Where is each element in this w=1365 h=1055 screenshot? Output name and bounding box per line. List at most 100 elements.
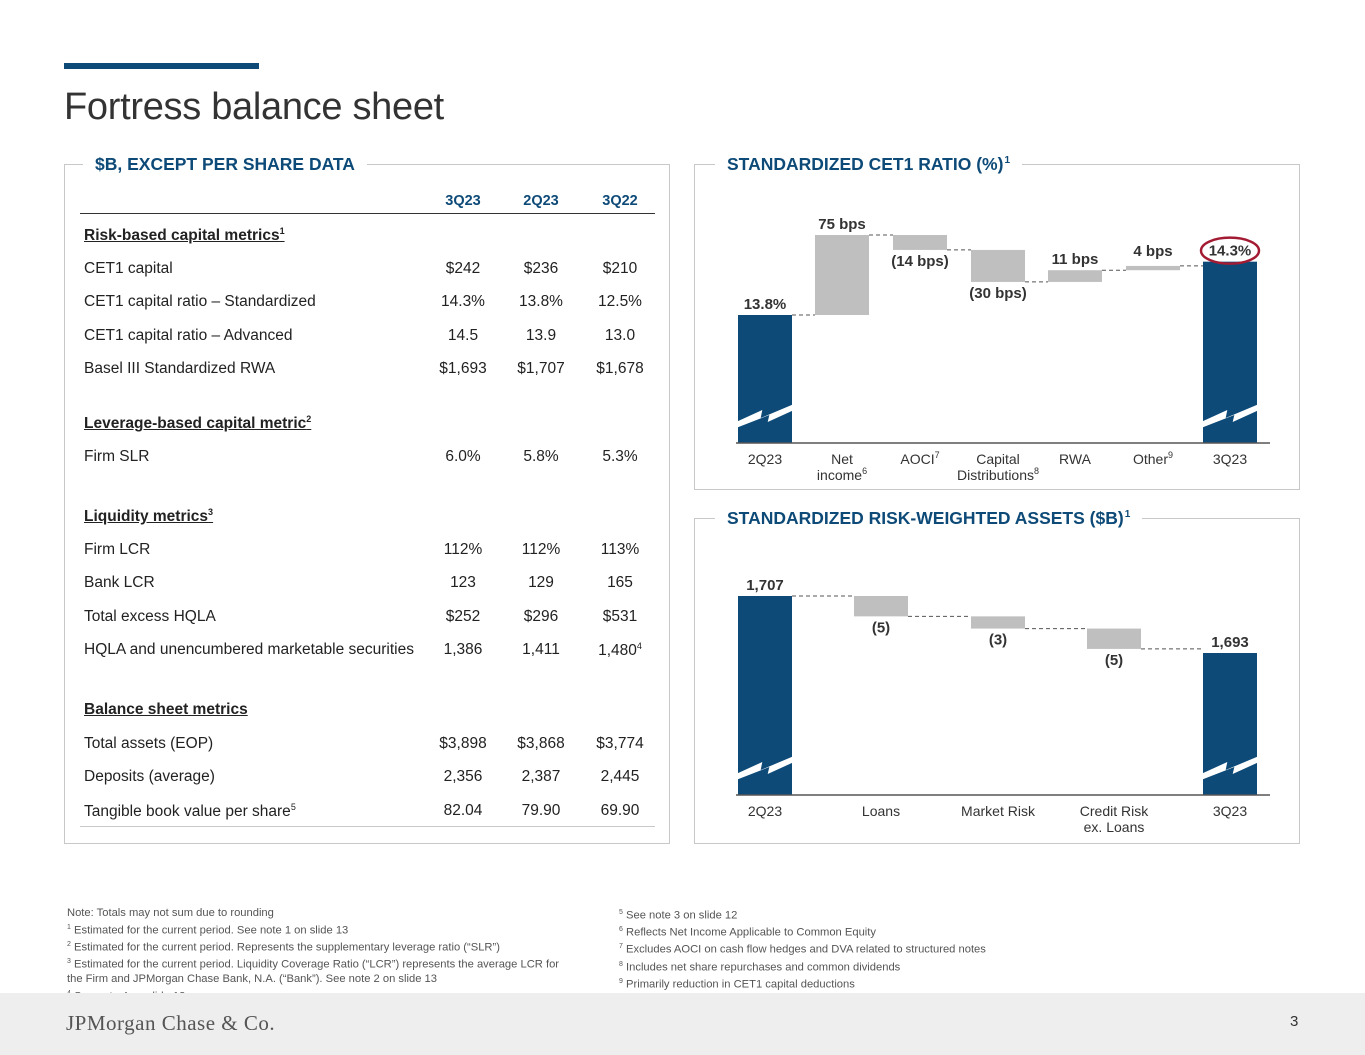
row-label: Firm SLR: [84, 448, 149, 466]
data-label: 1,707: [746, 577, 784, 594]
row-label: Leverage-based capital metric2: [84, 414, 311, 433]
table-row: Firm SLR 6.0% 5.8% 5.3%: [80, 448, 655, 472]
delta-bar: [893, 235, 947, 250]
row-label-sup: 3: [208, 507, 214, 517]
table-row: Deposits (average) 2,356 2,387 2,445: [80, 768, 655, 792]
cell-value-text: 69.90: [600, 802, 640, 819]
data-label: 14.3%: [1209, 243, 1252, 260]
data-label: 75 bps: [818, 216, 866, 233]
row-label: Liquidity metrics3: [84, 507, 213, 526]
table-section-row: Leverage-based capital metric2: [80, 414, 655, 438]
footnote: Note: Totals may not sum due to rounding: [67, 906, 559, 921]
cell-value-text: 5.8%: [523, 448, 559, 465]
footnote-text: Includes net share repurchases and commo…: [622, 961, 901, 974]
cell-value: $1,693: [423, 360, 503, 378]
category-label: Distributions8: [957, 466, 1039, 483]
row-label-text: Leverage-based capital metric: [84, 415, 307, 433]
table-header: 3Q23 2Q23 3Q22: [80, 192, 655, 214]
category-sup: 6: [862, 466, 867, 476]
footnote-number: 2: [67, 940, 71, 948]
column-header: 3Q22: [602, 193, 638, 209]
rwa-panel: STANDARDIZED RISK-WEIGHTED ASSETS ($B)1: [694, 508, 1300, 844]
cell-value-text: 165: [607, 574, 633, 591]
table-row: Firm LCR 112% 112% 113%: [80, 541, 655, 565]
row-label-text: Basel III Standardized RWA: [84, 360, 276, 377]
cell-value-text: 6.0%: [445, 448, 481, 465]
row-label-text: Total excess HQLA: [84, 608, 216, 625]
footnote: 6 Reflects Net Income Applicable to Comm…: [619, 923, 986, 940]
row-label-text: CET1 capital: [84, 260, 173, 277]
data-label: (30 bps): [969, 285, 1027, 302]
table-row: Basel III Standardized RWA $1,693 $1,707 $1…: [80, 360, 655, 384]
cet1-title-text: STANDARDIZED CET1 RATIO (%): [727, 154, 1004, 174]
table-panel: $B, EXCEPT PER SHARE DATA: [64, 154, 670, 844]
footnote-text: Note: Totals may not sum due to rounding: [67, 907, 274, 919]
row-label: Basel III Standardized RWA: [84, 360, 275, 378]
footnote: the Firm and JPMorgan Chase Bank, N.A. (…: [67, 972, 559, 987]
rwa-panel-title: STANDARDIZED RISK-WEIGHTED ASSETS ($B)1: [715, 508, 1143, 529]
cell-value: $3,868: [501, 735, 581, 753]
cell-value: $236: [501, 260, 581, 278]
cell-value: 2,445: [580, 768, 660, 786]
cell-value: 112%: [501, 541, 581, 559]
axis-break-mark: [1201, 404, 1259, 428]
cell-value-text: $3,898: [439, 735, 487, 752]
delta-bar: [971, 616, 1025, 629]
table-row: Total excess HQLA $252 $296 $531: [80, 608, 655, 632]
footnote-number: 5: [619, 909, 623, 916]
cell-value-text: 14.3%: [441, 293, 485, 310]
row-label-text: CET1 capital ratio – Standardized: [84, 293, 316, 310]
cell-value: $3,774: [580, 735, 660, 753]
page-title: Fortress balance sheet: [64, 86, 444, 128]
cell-value-text: 113%: [600, 541, 640, 558]
row-label-text: Balance sheet metrics: [84, 701, 248, 718]
delta-bar: [1126, 265, 1180, 271]
cell-value-text: $296: [523, 608, 559, 625]
table-section-row: Liquidity metrics3: [80, 507, 655, 531]
delta-bar: [1087, 628, 1141, 649]
row-label: Deposits (average): [84, 768, 215, 786]
cell-value: 13.9: [501, 327, 581, 345]
cell-value-sup: 4: [636, 641, 642, 651]
row-label-sup: 1: [279, 226, 285, 236]
category-label: Credit Risk: [1080, 803, 1149, 819]
cell-value-text: $210: [602, 260, 638, 277]
cell-value: $210: [580, 260, 660, 278]
cell-value-text: 112%: [443, 541, 483, 558]
cell-value-text: $1,707: [517, 360, 565, 377]
data-label: (14 bps): [891, 253, 949, 270]
table-panel-title: $B, EXCEPT PER SHARE DATA: [83, 154, 367, 175]
cell-value: 1,4804: [580, 641, 660, 660]
table-row: Total assets (EOP) $3,898 $3,868 $3,774: [80, 735, 655, 759]
cell-value: 69.90: [580, 802, 660, 820]
category-label: 3Q23: [1213, 803, 1247, 819]
category-label: Loans: [862, 803, 900, 819]
cell-value: 14.5: [423, 327, 503, 345]
row-label-text: Bank LCR: [84, 574, 155, 591]
footnote-text: Estimated for the current period. Repres…: [70, 941, 500, 954]
cell-value: 129: [501, 574, 581, 592]
cell-value-text: 1,480: [598, 642, 637, 660]
data-label: 4 bps: [1133, 243, 1172, 260]
cell-value-text: 12.5%: [598, 293, 642, 310]
category-label: ex. Loans: [1084, 819, 1145, 835]
table-section-row: Balance sheet metrics: [80, 701, 655, 725]
footnote-number: 8: [619, 960, 623, 968]
company-logo: JPMorgan Chase & Co.: [66, 1011, 276, 1035]
footnote-text: the Firm and JPMorgan Chase Bank, N.A. (…: [67, 973, 437, 986]
cell-value-text: 1,411: [522, 641, 560, 658]
page-number: 3: [1290, 1013, 1299, 1030]
cell-value: 113%: [580, 541, 660, 559]
cell-value: $242: [423, 260, 503, 278]
cell-value: 2,356: [423, 768, 503, 786]
cell-value: 112%: [423, 541, 503, 559]
category-label: Net: [831, 451, 853, 467]
row-label: CET1 capital ratio – Advanced: [84, 327, 293, 345]
row-label-sup: 5: [290, 802, 296, 812]
row-label: Risk-based capital metrics1: [84, 226, 285, 245]
table-row: Tangible book value per share5 82.04 79.90…: [80, 802, 655, 826]
footnote-number: 6: [619, 926, 623, 934]
footnote-number: 9: [619, 977, 623, 985]
rwa-title-sup: 1: [1124, 509, 1131, 521]
cell-value-text: 13.0: [604, 327, 636, 344]
